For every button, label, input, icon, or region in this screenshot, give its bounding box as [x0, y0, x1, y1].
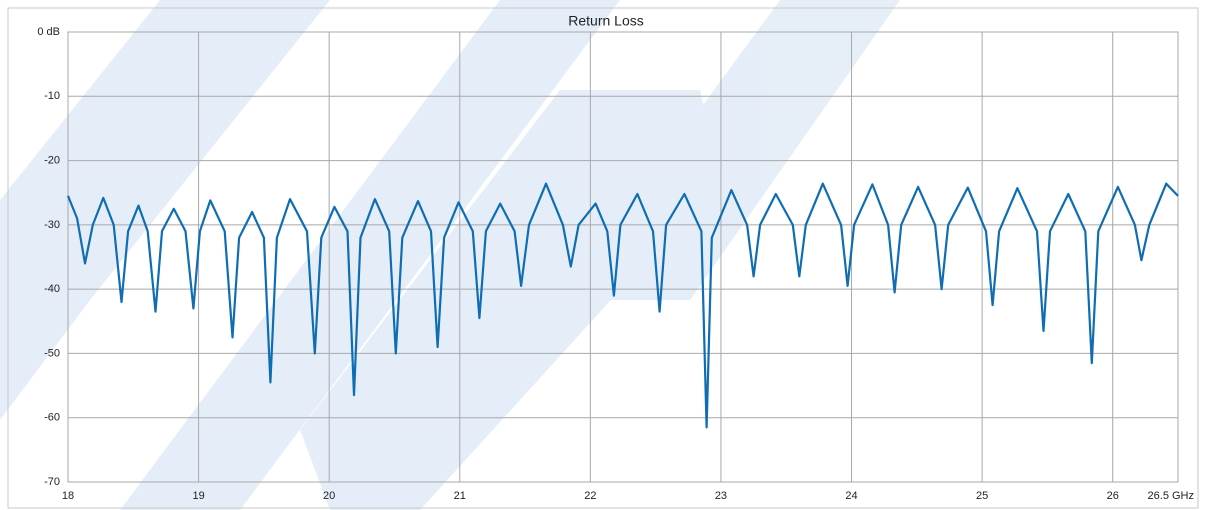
y-tick-label: -50: [44, 347, 60, 359]
x-tick-label: 20: [323, 490, 335, 502]
x-tick-label: 26: [1107, 490, 1119, 502]
y-tick-label: -20: [44, 154, 60, 166]
x-tick-label: 22: [584, 490, 596, 502]
chart-frame: [7, 7, 1199, 509]
y-tick-label: -60: [44, 412, 60, 424]
data-line: [66, 182, 1179, 429]
x-tick-label: 23: [715, 490, 727, 502]
chart-title: Return Loss: [568, 13, 643, 29]
y-tick-label: -70: [44, 476, 60, 488]
x-tick-label: 25: [976, 490, 988, 502]
y-tick-label: -30: [44, 219, 60, 231]
y-tick-label: 0 dB: [37, 26, 60, 38]
x-tick-label: 26.5 GHz: [1148, 490, 1194, 502]
y-tick-label: -40: [44, 283, 60, 295]
x-tick-label: 24: [845, 490, 857, 502]
watermark: [0, 0, 900, 510]
x-tick-label: 21: [454, 490, 466, 502]
y-tick-label: -10: [44, 90, 60, 102]
x-tick-label: 19: [192, 490, 204, 502]
x-tick-label: 18: [62, 490, 74, 502]
